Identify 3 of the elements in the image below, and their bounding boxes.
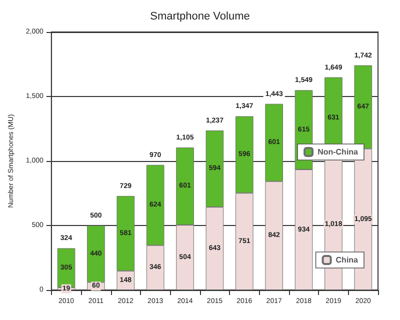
legend-label: China xyxy=(336,256,359,264)
chart-title: Smartphone Volume xyxy=(150,10,250,22)
legend-label: Non-China xyxy=(318,148,359,156)
